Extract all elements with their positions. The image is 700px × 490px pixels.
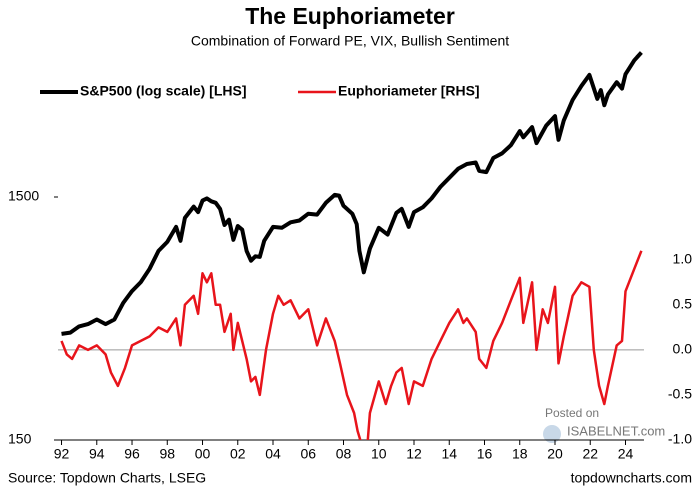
x-tick-label: 24: [618, 446, 634, 462]
x-tick-label: 94: [89, 446, 105, 462]
x-tick-label: 20: [547, 446, 563, 462]
x-tick-label: 08: [336, 446, 352, 462]
x-tick-label: 12: [406, 446, 422, 462]
x-tick-label: 92: [54, 446, 70, 462]
x-tick-label: 22: [582, 446, 598, 462]
series-line: [61, 51, 643, 336]
y2-tick-label: 1.0: [673, 250, 693, 266]
x-tick-label: 96: [124, 446, 140, 462]
legend-label: Euphoriameter [RHS]: [338, 83, 480, 99]
watermark-logo: [543, 425, 561, 443]
watermark: ISABELNET.com: [567, 423, 665, 438]
watermark: Posted on: [545, 406, 599, 420]
credit: topdowncharts.com: [571, 470, 692, 486]
x-tick-label: 02: [230, 446, 246, 462]
source-note: Source: Topdown Charts, LSEG: [8, 470, 206, 486]
x-tick-label: 10: [371, 446, 387, 462]
x-tick-label: 98: [159, 446, 175, 462]
y2-tick-label: 0.5: [673, 296, 693, 312]
series-line: [60, 250, 643, 440]
x-tick-label: 14: [441, 446, 457, 462]
y2-tick-label: 0.0: [673, 341, 693, 357]
y-tick-label: 150: [8, 431, 32, 447]
legend-label: S&P500 (log scale) [LHS]: [80, 83, 247, 99]
x-tick-label: 16: [477, 446, 493, 462]
x-tick-label: 00: [195, 446, 211, 462]
x-tick-label: 18: [512, 446, 528, 462]
y2-tick-label: -0.5: [668, 386, 692, 402]
y-tick-label: 1500: [8, 188, 39, 204]
x-tick-label: 06: [300, 446, 316, 462]
x-tick-label: 04: [265, 446, 281, 462]
y2-tick-label: -1.0: [668, 431, 692, 447]
plot-area: [60, 51, 643, 440]
chart-title: The Euphoriameter: [245, 3, 455, 29]
chart-subtitle: Combination of Forward PE, VIX, Bullish …: [191, 33, 509, 49]
